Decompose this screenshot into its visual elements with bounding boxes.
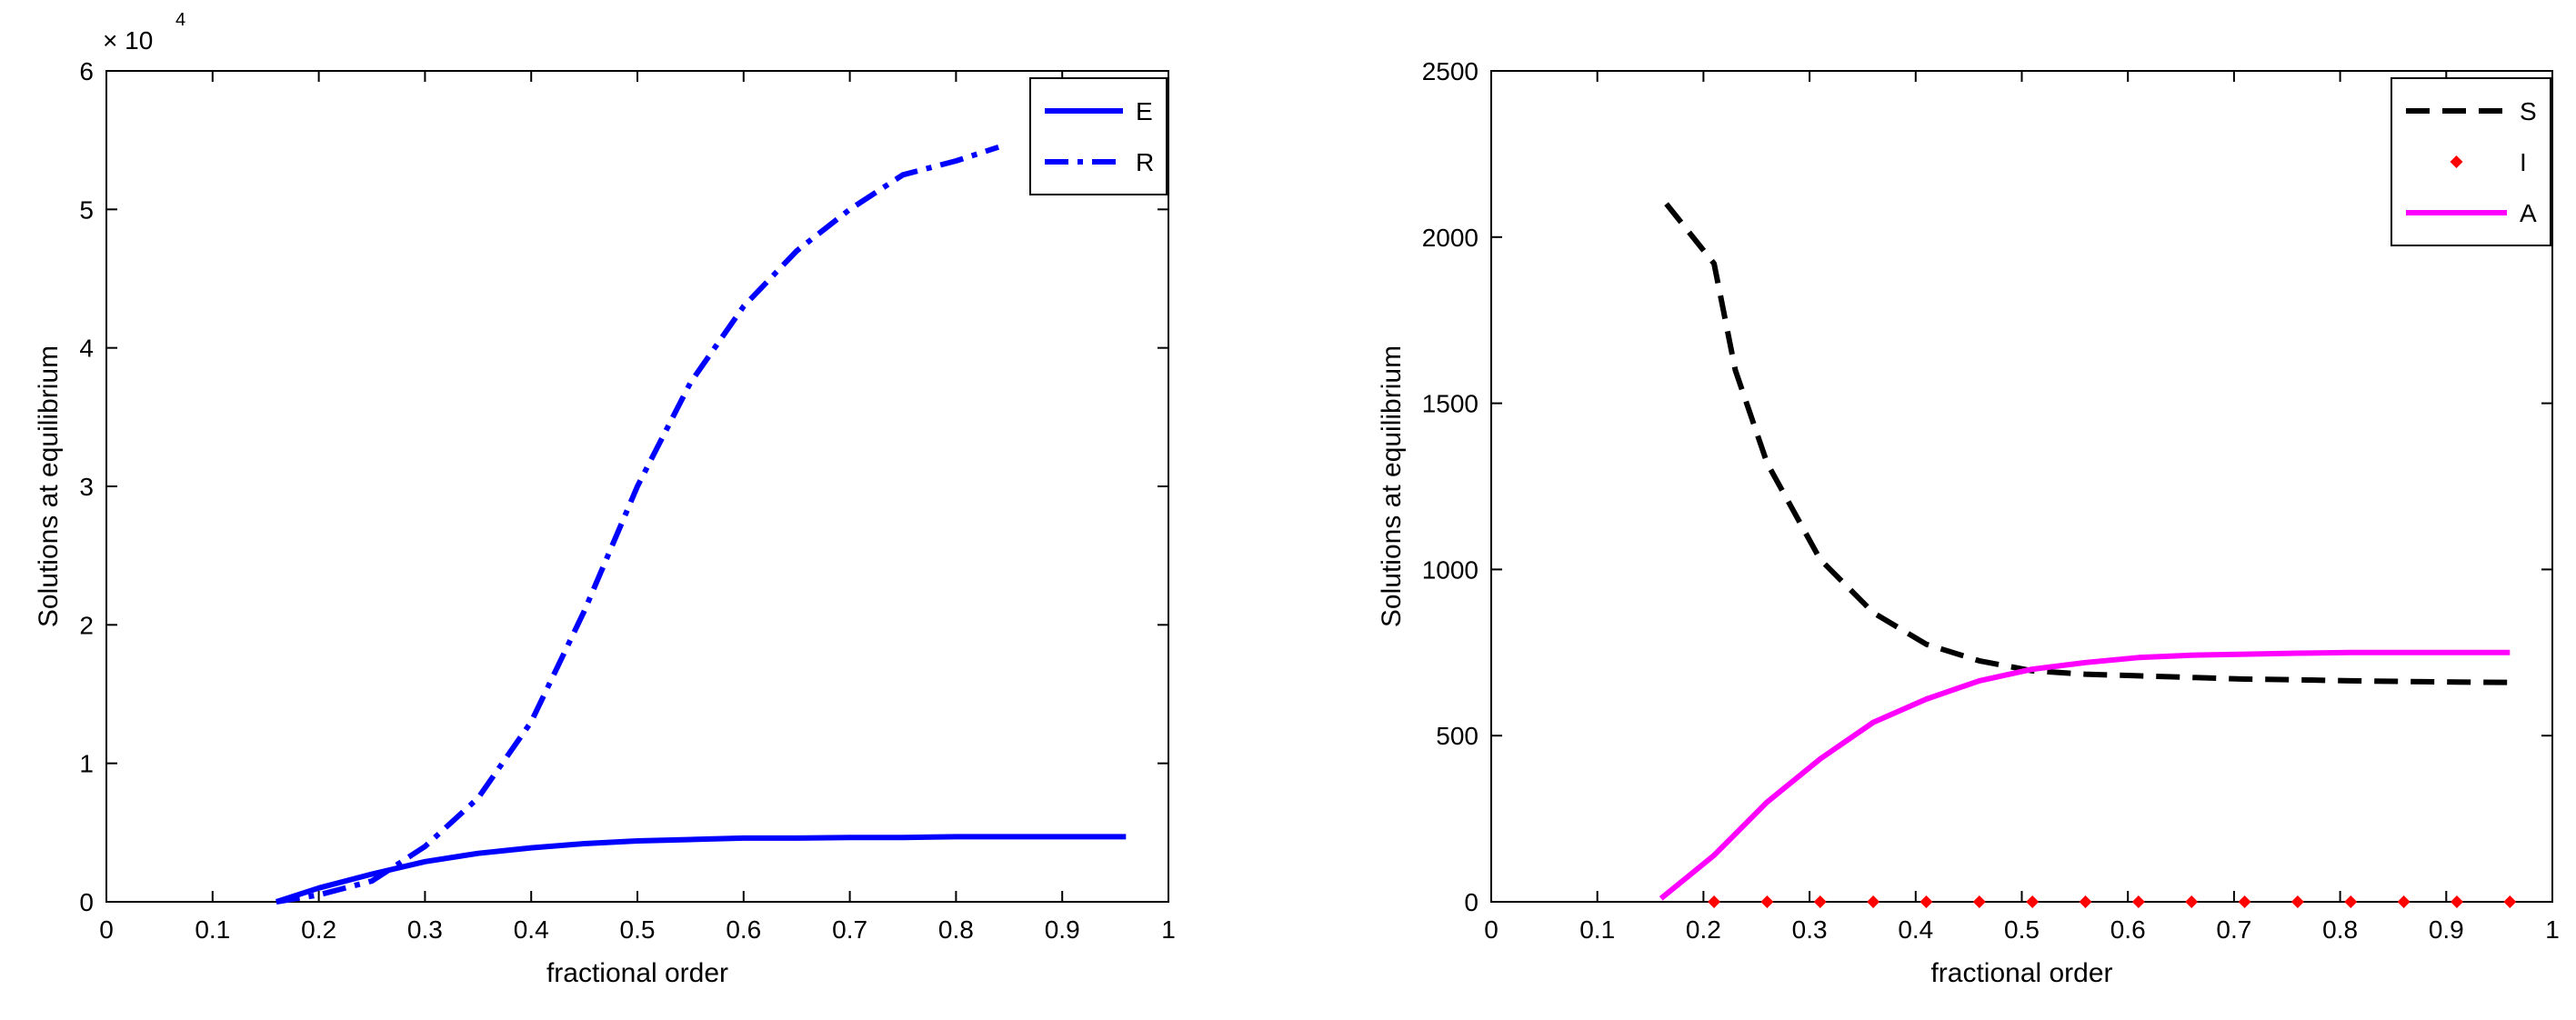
series-I-point [2503, 895, 2517, 908]
x-tick-label: 0.2 [1686, 915, 1721, 944]
y-tick-label: 3 [79, 473, 94, 501]
series-I-point [2290, 895, 2304, 908]
x-tick-label: 0.9 [2429, 915, 2464, 944]
y-tick-label: 500 [1436, 722, 1478, 750]
x-tick-label: 1 [2545, 915, 2560, 944]
series-S-line [1664, 202, 2511, 685]
legend-box [2391, 77, 2551, 246]
x-axis-label: fractional order [1930, 958, 2112, 988]
x-tick-label: 0.7 [2216, 915, 2251, 944]
legend-label-R: R [1136, 148, 1154, 176]
x-tick-label: 0 [1484, 915, 1498, 944]
x-tick-label: 0.3 [407, 915, 443, 944]
series-I-point [1708, 895, 1721, 908]
x-tick-label: 0.5 [620, 915, 656, 944]
y-tick-label: 0 [1464, 888, 1478, 916]
y-tick-label: 1 [79, 750, 94, 778]
legend: ER [1029, 77, 1168, 195]
series-R-line [276, 144, 1000, 905]
legend-label-S: S [2520, 97, 2537, 125]
x-tick-label: 0.8 [2322, 915, 2358, 944]
x-tick-label: 0.7 [832, 915, 867, 944]
x-tick-label: 0.4 [1898, 915, 1933, 944]
y-tick-label: 5 [79, 195, 94, 224]
legend-label-I: I [2520, 148, 2527, 176]
series-A-line [1659, 649, 2511, 901]
x-tick-label: 0.6 [726, 915, 761, 944]
x-tick-label: 0.4 [514, 915, 549, 944]
y-tick-label: 0 [79, 888, 94, 916]
legend: SIA [2391, 77, 2551, 246]
series-I-point [2238, 895, 2251, 908]
y-tick-label: 1000 [1422, 555, 1478, 584]
legend-label-E: E [1136, 97, 1153, 125]
series-I-point [2185, 895, 2199, 908]
legend-box [1029, 77, 1168, 195]
x-tick-label: 0.9 [1045, 915, 1080, 944]
y-tick-label: 2500 [1422, 57, 1478, 85]
y-tick-label: 2000 [1422, 224, 1478, 252]
series-I-point [1867, 895, 1880, 908]
legend-label-A: A [2520, 199, 2537, 227]
y-tick-label: 6 [79, 57, 94, 85]
x-tick-label: 0.3 [1792, 915, 1828, 944]
series-I-point [1813, 895, 1827, 908]
series-I-point [2397, 895, 2411, 908]
y-tick-label: 2 [79, 611, 94, 639]
series-I-point [2026, 895, 2040, 908]
x-tick-label: 0 [99, 915, 114, 944]
series-E-line [275, 834, 1127, 905]
series-I-point [2344, 895, 2358, 908]
x-tick-label: 0.8 [938, 915, 974, 944]
x-tick-label: 0.1 [195, 915, 230, 944]
x-tick-label: 0.1 [1579, 915, 1615, 944]
series-I-point [1972, 895, 1986, 908]
series-I-point [2079, 895, 2092, 908]
y-tick-label: 4 [79, 335, 94, 363]
series-I-point [1919, 895, 1933, 908]
y-exponent-power: 4 [175, 10, 185, 30]
chart-2: 0 0.1 0.2 0.3 0.4 0.5 0.6 0.7 0.8 0.9 1 0 500 1000 150… [1377, 57, 2560, 988]
series-I-point [2131, 895, 2145, 908]
y-exponent-label: × 10 [103, 26, 153, 55]
y-tick-label: 1500 [1422, 390, 1478, 418]
x-tick-label: 0.2 [301, 915, 336, 944]
x-tick-label: 0.6 [2110, 915, 2146, 944]
legend-swatch-I [2450, 155, 2463, 168]
x-axis-label: fractional order [546, 958, 728, 988]
x-tick-label: 0.5 [2004, 915, 2040, 944]
series-I-point [1760, 895, 1774, 908]
y-axis-label: Solutions at equilibrium [34, 345, 64, 627]
series-I-point [2450, 895, 2463, 908]
y-axis-label: Solutions at equilibrium [1377, 345, 1407, 627]
x-tick-label: 1 [1161, 915, 1176, 944]
chart-1: 0 0.1 0.2 0.3 0.4 0.5 0.6 0.7 0.8 0.9 1 0 1 2 3 4 5 6 × 10… [34, 10, 1176, 988]
